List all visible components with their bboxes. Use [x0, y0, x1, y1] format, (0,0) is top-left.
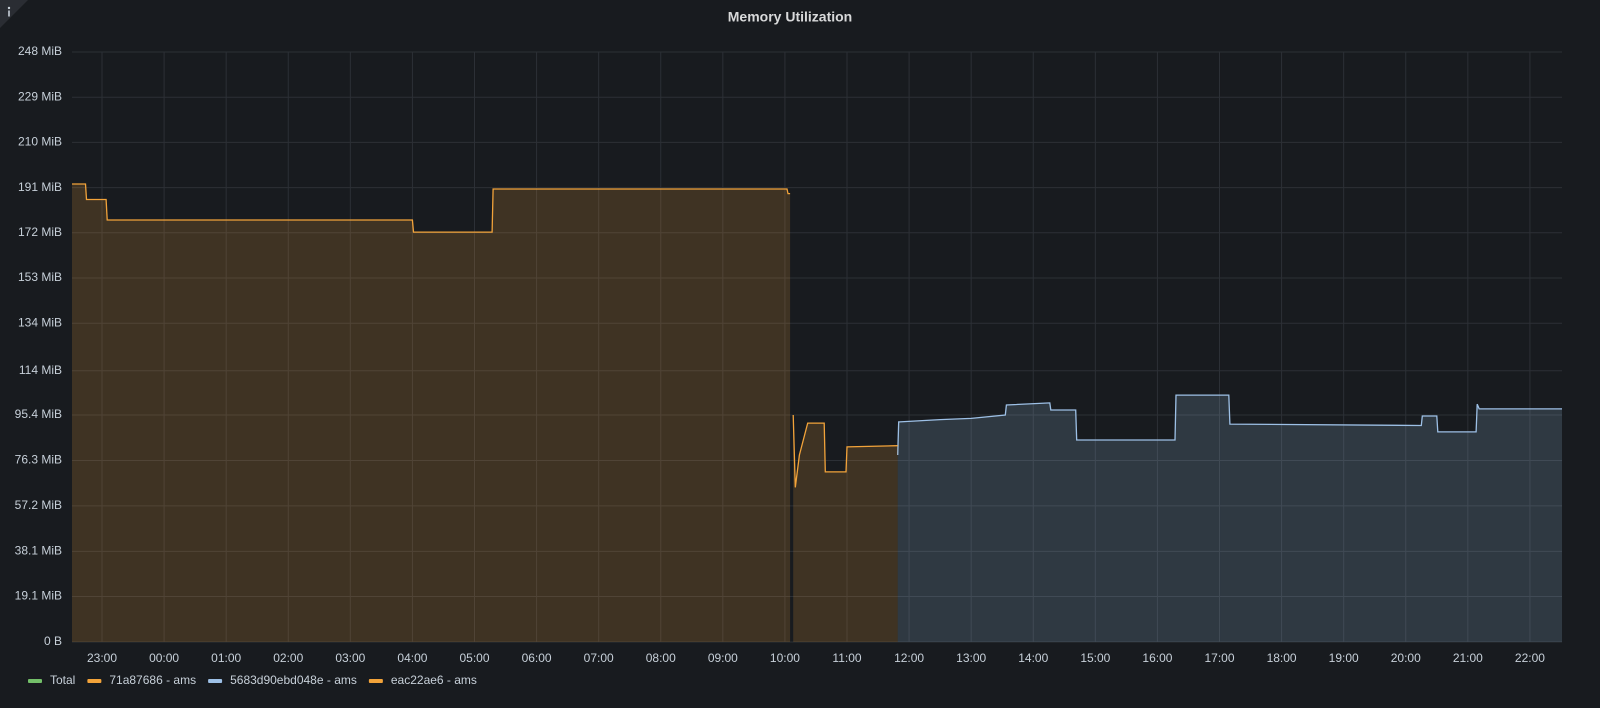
series-area [897, 395, 1562, 642]
y-tick-label: 191 MiB [18, 180, 62, 194]
x-tick-label: 07:00 [584, 651, 614, 665]
y-tick-label: 76.3 MiB [15, 453, 62, 467]
x-tick-label: 05:00 [459, 651, 489, 665]
x-tick-label: 21:00 [1453, 651, 1483, 665]
grid [72, 51, 1562, 643]
x-tick-label: 16:00 [1142, 651, 1172, 665]
x-tick-label: 19:00 [1329, 651, 1359, 665]
x-tick-label: 14:00 [1018, 651, 1048, 665]
series-line [72, 183, 791, 233]
x-tick-label: 22:00 [1515, 651, 1545, 665]
x-tick-label: 08:00 [646, 651, 676, 665]
series-area [72, 184, 791, 642]
info-icon [8, 10, 10, 17]
y-tick-label: 229 MiB [18, 89, 62, 103]
legend-swatch [87, 679, 102, 683]
x-tick-label: 20:00 [1391, 651, 1421, 665]
series-area [793, 415, 898, 642]
y-tick-label: 95.4 MiB [15, 407, 62, 421]
x-tick-label: 09:00 [708, 651, 738, 665]
legend-swatch [208, 679, 223, 683]
y-tick-label: 38.1 MiB [15, 544, 62, 558]
legend-label: eac22ae6 - ams [391, 673, 477, 687]
y-tick-label: 0 B [44, 634, 62, 648]
y-tick-label: 172 MiB [18, 225, 62, 239]
y-tick-label: 134 MiB [18, 315, 62, 329]
x-tick-label: 03:00 [335, 651, 365, 665]
x-tick-label: 11:00 [832, 651, 861, 665]
series-line [792, 414, 898, 488]
x-tick-label: 06:00 [522, 651, 552, 665]
x-tick-label: 13:00 [956, 651, 986, 665]
info-icon [7, 6, 11, 10]
x-tick-label: 10:00 [770, 651, 800, 665]
x-tick-label: 15:00 [1080, 651, 1110, 665]
x-tick-label: 00:00 [149, 651, 179, 665]
x-tick-label: 02:00 [273, 651, 303, 665]
legend-label: 71a87686 - ams [109, 673, 196, 687]
y-tick-label: 114 MiB [19, 363, 62, 377]
y-tick-label: 57.2 MiB [15, 498, 62, 512]
legend-label: Total [50, 673, 75, 687]
legend-swatch [368, 679, 383, 683]
y-tick-label: 19.1 MiB [15, 589, 62, 603]
x-tick-label: 18:00 [1267, 651, 1297, 665]
series-line [897, 394, 1562, 456]
x-tick-label: 01:00 [211, 651, 241, 665]
y-tick-label: 153 MiB [18, 270, 62, 284]
y-tick-label: 210 MiB [18, 135, 62, 149]
x-tick-label: 23:00 [87, 651, 117, 665]
plot-area [72, 183, 1562, 642]
x-tick-label: 04:00 [397, 651, 427, 665]
y-tick-label: 248 MiB [18, 44, 62, 58]
x-tick-label: 12:00 [894, 651, 924, 665]
legend-swatch [28, 679, 42, 683]
legend-label: 5683d90ebd048e - ams [230, 673, 357, 687]
chart-title: Memory Utilization [728, 9, 852, 25]
axes: 0 B 19.1 MiB 38.1 MiB 57.2 MiB 76.3 MiB 95.4 … [15, 44, 1546, 665]
x-tick-label: 17:00 [1204, 651, 1234, 665]
legend: Total 71a87686 - ams 5683d90ebd048e - ams e… [28, 673, 477, 687]
info-corner[interactable] [0, 0, 28, 28]
